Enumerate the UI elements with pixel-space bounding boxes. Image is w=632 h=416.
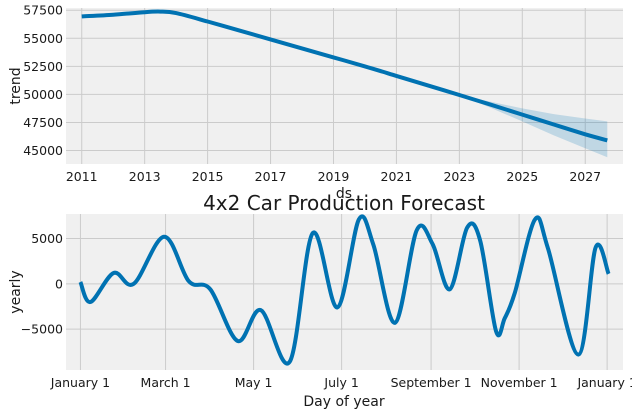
yearly-y-tick-label: −5000 xyxy=(21,322,63,337)
trend-y-tick-label: 45000 xyxy=(23,143,63,158)
trend-gridlines xyxy=(66,8,623,164)
yearly-line xyxy=(78,214,611,366)
trend-x-axis-label: ds xyxy=(336,186,352,202)
trend-subplot: 2011 2013 2015 2017 2019 2021 2023 2025 2027 450… xyxy=(8,3,623,202)
yearly-y-tick-label: 0 xyxy=(55,276,63,291)
trend-y-tick-label: 47500 xyxy=(23,115,63,130)
trend-x-tick-label: 2023 xyxy=(443,169,475,184)
trend-x-tick-label: 2013 xyxy=(129,169,161,184)
yearly-x-tick-label: March 1 xyxy=(141,375,191,390)
yearly-x-axis-label: Day of year xyxy=(303,394,385,410)
yearly-x-tick-label: November 1 xyxy=(481,375,558,390)
trend-x-tick-label: 2019 xyxy=(318,169,350,184)
trend-y-axis-label: trend xyxy=(8,67,24,104)
trend-x-tick-labels: 2011 2013 2015 2017 2019 2021 2023 2025 2027 xyxy=(66,169,601,184)
yearly-x-tick-label: July 1 xyxy=(323,375,358,390)
trend-y-tick-label: 57500 xyxy=(23,3,63,18)
trend-x-tick-label: 2027 xyxy=(569,169,601,184)
yearly-series xyxy=(78,214,611,366)
yearly-y-axis-label: yearly xyxy=(8,270,24,313)
trend-x-tick-label: 2011 xyxy=(66,169,98,184)
trend-x-tick-label: 2015 xyxy=(192,169,224,184)
trend-y-tick-labels: 45000 47500 50000 52500 55000 57500 xyxy=(23,3,63,158)
trend-line xyxy=(81,9,608,143)
yearly-x-tick-label: May 1 xyxy=(235,375,273,390)
yearly-chart-title: 4x2 Car Production Forecast xyxy=(203,191,485,215)
yearly-x-tick-labels: January 1 March 1 May 1 July 1 September 1 No… xyxy=(50,375,632,390)
trend-y-tick-label: 52500 xyxy=(23,59,63,74)
trend-series xyxy=(81,9,608,143)
yearly-y-tick-label: 5000 xyxy=(31,231,63,246)
yearly-x-tick-label: January 1 xyxy=(50,375,110,390)
yearly-x-tick-label: September 1 xyxy=(391,375,472,390)
trend-x-tick-label: 2017 xyxy=(255,169,287,184)
yearly-y-tick-labels: −5000 0 5000 xyxy=(21,231,63,337)
trend-x-tick-label: 2025 xyxy=(506,169,538,184)
trend-x-tick-label: 2021 xyxy=(381,169,413,184)
trend-y-tick-label: 50000 xyxy=(23,87,63,102)
trend-uncertainty-band xyxy=(459,95,608,158)
yearly-subplot: January 1 March 1 May 1 July 1 September 1 No… xyxy=(8,191,632,410)
trend-plot-area xyxy=(66,8,623,164)
trend-y-tick-label: 55000 xyxy=(23,31,63,46)
yearly-x-tick-label: January 1 xyxy=(576,375,632,390)
trend-uncertainty-area xyxy=(459,95,608,158)
